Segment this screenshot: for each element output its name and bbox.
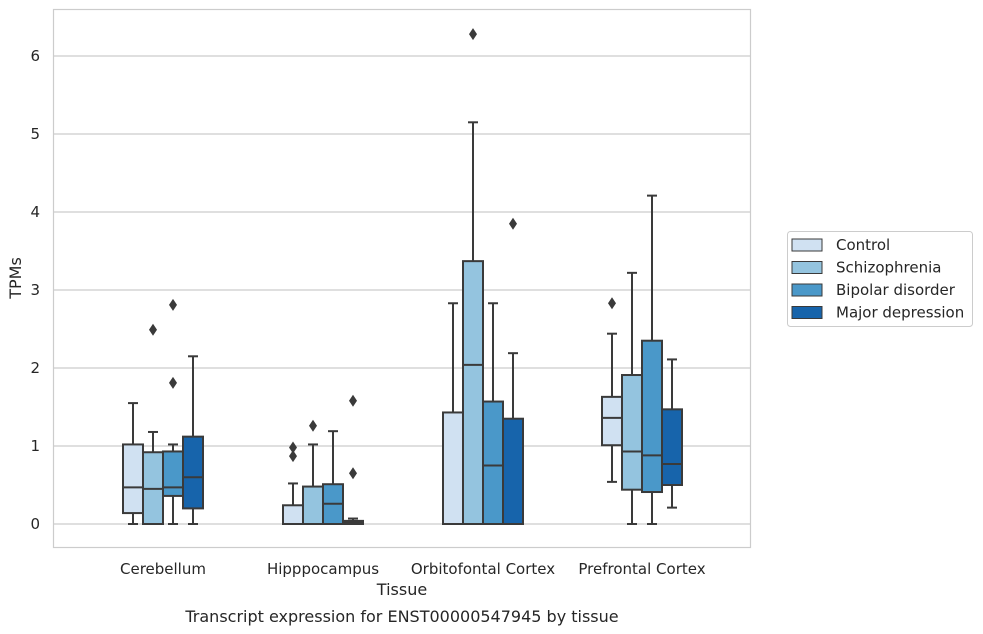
outlier-point xyxy=(149,323,157,336)
box-iqr xyxy=(621,374,643,491)
box-control xyxy=(442,302,464,525)
legend-swatch xyxy=(791,283,823,297)
legend-swatch xyxy=(791,306,823,319)
x-tick-label: Prefrontal Cortex xyxy=(578,560,705,578)
outlier-point xyxy=(309,419,317,432)
legend-label: Schizophrenia xyxy=(836,259,941,277)
box-iqr xyxy=(182,435,204,510)
box-bipolar-disorder xyxy=(322,430,344,525)
outlier-point xyxy=(349,467,357,480)
x-tick-label: Orbitofontal Cortex xyxy=(411,560,555,578)
y-tick-label: 4 xyxy=(30,203,40,221)
legend-swatch xyxy=(791,261,823,274)
box-schizophrenia xyxy=(302,419,324,525)
box-iqr xyxy=(162,450,184,497)
box-iqr xyxy=(122,443,144,515)
box-iqr xyxy=(442,411,464,525)
y-tick-label: 2 xyxy=(30,359,40,377)
outlier-point xyxy=(289,450,297,463)
outlier-point xyxy=(469,28,477,41)
y-tick-label: 5 xyxy=(30,125,40,143)
box-iqr xyxy=(482,400,504,526)
x-axis-label: Tissue xyxy=(376,580,427,599)
box-iqr xyxy=(661,408,683,486)
box-schizophrenia xyxy=(621,271,643,525)
outlier-point xyxy=(608,297,616,310)
box-iqr xyxy=(282,504,304,525)
box-major-depression xyxy=(502,217,524,526)
legend-label: Bipolar disorder xyxy=(836,281,956,299)
y-tick-label: 3 xyxy=(30,281,40,299)
box-control xyxy=(122,402,144,525)
box-schizophrenia xyxy=(142,323,164,525)
box-iqr xyxy=(641,339,663,494)
grid-lines xyxy=(53,55,751,525)
outlier-point xyxy=(349,394,357,407)
box-major-depression xyxy=(342,394,364,526)
y-tick-label: 6 xyxy=(30,47,40,65)
y-tick-label: 0 xyxy=(30,515,40,533)
box-schizophrenia xyxy=(462,28,484,525)
box-control xyxy=(601,297,623,483)
box-control xyxy=(282,441,304,525)
box-major-depression xyxy=(661,358,683,509)
y-tick-labels: 0 1 2 3 4 5 6 xyxy=(30,47,40,533)
box-iqr xyxy=(462,260,484,525)
chart-caption: Transcript expression for ENST0000054794… xyxy=(184,607,618,626)
outlier-point xyxy=(509,217,517,230)
box-bipolar-disorder xyxy=(162,298,184,525)
box-iqr xyxy=(601,395,623,447)
legend-swatch xyxy=(791,238,823,252)
x-tick-labels: Cerebellum Hipppocampus Orbitofontal Corte… xyxy=(120,560,706,578)
x-tick-label: Hipppocampus xyxy=(267,560,379,578)
outlier-point xyxy=(169,298,177,311)
box-major-depression xyxy=(182,355,204,525)
axes-frame xyxy=(52,8,752,549)
legend-frame xyxy=(787,231,973,327)
box-bipolar-disorder xyxy=(482,302,504,526)
box-iqr xyxy=(302,485,324,525)
y-tick-label: 1 xyxy=(30,437,40,455)
legend-label: Major depression xyxy=(836,304,964,322)
x-tick-label: Cerebellum xyxy=(120,560,206,578)
box-groups xyxy=(122,28,683,526)
legend: Control Schizophrenia Bipolar disorder Majo… xyxy=(787,231,973,327)
y-axis-label: TPMs xyxy=(6,257,25,300)
box-bipolar-disorder xyxy=(641,194,663,525)
outlier-point xyxy=(169,376,177,389)
outlier-point xyxy=(289,441,297,454)
box-iqr xyxy=(502,417,524,526)
legend-label: Control xyxy=(836,236,890,254)
